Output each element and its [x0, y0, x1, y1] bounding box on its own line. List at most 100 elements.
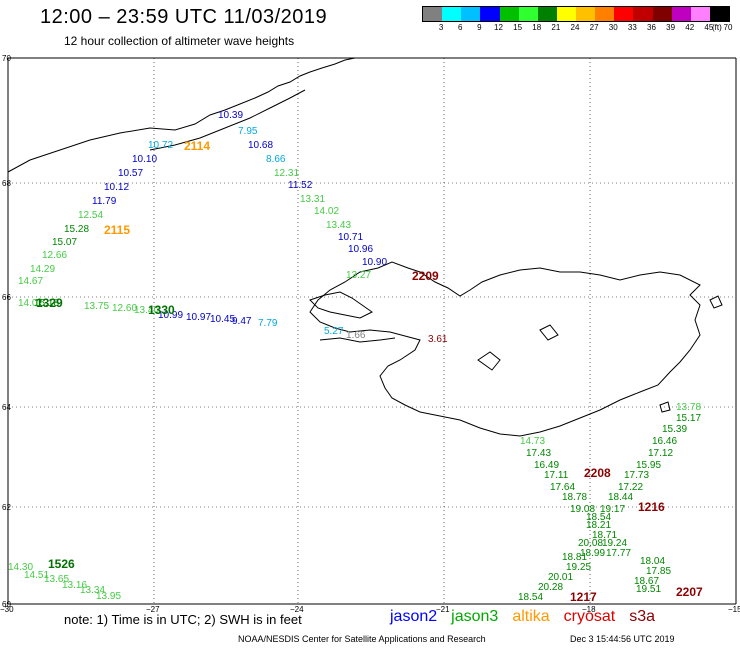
- wave-height-value: 14.30: [8, 562, 33, 573]
- footer-note: note: 1) Time is in UTC; 2) SWH is in fe…: [64, 612, 302, 627]
- generated-timestamp: Dec 3 15:44:56 UTC 2019: [570, 634, 675, 644]
- lake-1: [477, 351, 501, 371]
- legend-label: 27: [589, 23, 599, 32]
- wave-height-value: 13.34: [80, 585, 105, 596]
- greenland-coast-inner: [149, 89, 306, 151]
- legend-label: 33: [627, 23, 637, 32]
- wave-height-value: 15.18: [34, 298, 59, 309]
- legend-label: 12: [494, 23, 503, 32]
- wave-height-value: 8.66: [266, 154, 286, 165]
- iceland-westfjords: [309, 291, 373, 319]
- wave-height-value: 19.08: [570, 504, 595, 515]
- wave-height-value: 18.54: [586, 512, 611, 523]
- wave-height-value: 14.51: [24, 570, 49, 581]
- wave-height-value: 19.17: [600, 504, 625, 515]
- longitude-label: −30: [0, 605, 14, 614]
- pass-time-label: 2207: [676, 585, 703, 599]
- wave-height-value: 14.67: [18, 276, 43, 287]
- legend-label: 70: [723, 23, 733, 32]
- satellite-name: s3a: [629, 608, 656, 625]
- wave-height-value: 13.40: [134, 305, 159, 316]
- credit-line: NOAA/NESDIS Center for Satellite Applica…: [238, 634, 486, 644]
- legend-label: 30: [608, 23, 618, 32]
- iceland-coastline: [309, 261, 701, 437]
- wave-height-value: 9.47: [232, 316, 252, 327]
- legend-swatch: [652, 7, 672, 21]
- wave-height-value: 19.24: [602, 538, 627, 549]
- wave-height-value: 13.31: [300, 194, 325, 205]
- wave-height-value: 10.45: [210, 314, 235, 325]
- wave-height-value: 17.64: [550, 482, 575, 493]
- latitude-label: 68: [2, 179, 11, 188]
- legend-label: 42: [685, 23, 695, 32]
- wave-height-value: 18.99: [580, 548, 605, 559]
- wave-height-value: 14.29: [30, 264, 55, 275]
- latitude-label: 64: [2, 403, 11, 412]
- wave-height-value: 20.28: [538, 582, 563, 593]
- wave-height-value: 15.17: [676, 413, 701, 424]
- color-scale-legend: [422, 6, 730, 22]
- wave-height-value: 18.44: [608, 492, 633, 503]
- wave-height-value: 7.95: [238, 126, 258, 137]
- wave-height-value: 17.12: [648, 448, 673, 459]
- wave-height-value: 10.90: [362, 257, 387, 268]
- pass-time-label: 2115: [104, 223, 130, 237]
- wave-height-value: 10.68: [248, 140, 273, 151]
- wave-height-value: 12.60: [112, 303, 137, 314]
- wave-height-value: 10.97: [186, 312, 211, 323]
- wave-height-value: 13.43: [326, 220, 351, 231]
- legend-swatch: [423, 7, 443, 21]
- legend-swatch: [499, 7, 519, 21]
- wave-height-value: 18.71: [592, 530, 617, 541]
- legend-swatch: [614, 7, 634, 21]
- legend-swatch: [518, 7, 538, 21]
- wave-height-value: 18.21: [586, 520, 611, 531]
- pass-time-label: 1217: [570, 590, 597, 604]
- legend-swatch: [671, 7, 691, 21]
- wave-height-value: 17.43: [526, 448, 551, 459]
- satellite-legend: jason2 jason3 altika cryosat s3a: [390, 608, 669, 626]
- wave-height-value: 13.27: [346, 270, 371, 281]
- legend-swatch: [442, 7, 462, 21]
- snaefellsnes: [319, 337, 396, 343]
- wave-height-value: 14.07: [18, 298, 43, 309]
- longitude-label: −27: [146, 605, 160, 614]
- satellite-name: jason3: [451, 608, 499, 625]
- latitude-label: 66: [2, 293, 11, 302]
- longitude-label: −21: [436, 605, 450, 614]
- wave-height-value: 15.39: [662, 424, 687, 435]
- satellite-name: jason2: [390, 608, 438, 625]
- wave-height-value: 1.66: [346, 330, 366, 341]
- latitude-label: 62: [2, 503, 11, 512]
- lake-2: [539, 324, 559, 341]
- wave-height-value: 16.49: [534, 460, 559, 471]
- legend-swatch: [461, 7, 481, 21]
- wave-height-value: 19.51: [636, 584, 661, 595]
- legend-swatch: [595, 7, 615, 21]
- legend-label: 24: [570, 23, 580, 32]
- legend-swatch: [690, 7, 710, 21]
- legend-label: 18: [532, 23, 542, 32]
- wave-height-value: 14.73: [520, 436, 545, 447]
- wave-height-value: 13.95: [96, 591, 121, 602]
- wave-height-value: 17.73: [624, 470, 649, 481]
- wave-height-value: 18.67: [634, 576, 659, 587]
- pass-time-label: 2209: [412, 269, 439, 283]
- wave-height-value: 19.25: [566, 562, 591, 573]
- legend-label: 21: [551, 23, 561, 32]
- legend-label: 3: [438, 23, 444, 32]
- legend-label: 15: [513, 23, 523, 32]
- wave-height-value: 13.16: [62, 580, 87, 591]
- wave-height-value: 18.54: [518, 592, 543, 603]
- legend-label: 6: [458, 23, 463, 32]
- wave-height-value: 20.01: [548, 572, 573, 583]
- latitude-label: 60: [2, 600, 11, 609]
- wave-height-value: 10.12: [104, 182, 129, 193]
- wave-height-value: 13.75: [84, 301, 109, 312]
- legend-swatch: [633, 7, 653, 21]
- wave-height-value: 18.81: [562, 552, 587, 563]
- greenland-coastline: [7, 57, 356, 173]
- legend-label: 39: [666, 23, 676, 32]
- legend-label: 9: [477, 23, 482, 32]
